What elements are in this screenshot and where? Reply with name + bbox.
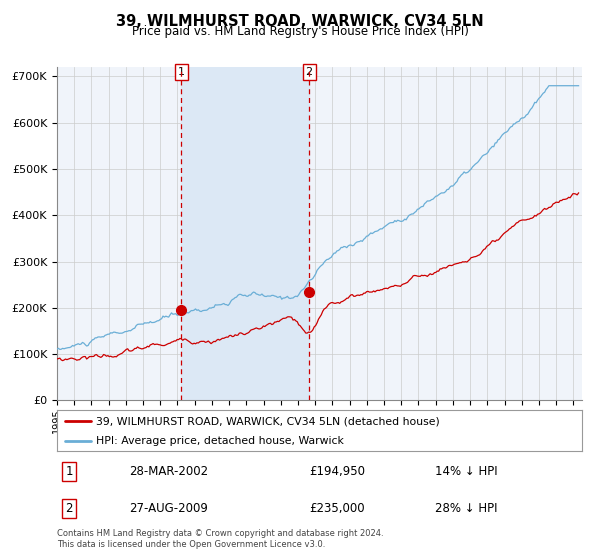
Text: Price paid vs. HM Land Registry's House Price Index (HPI): Price paid vs. HM Land Registry's House … — [131, 25, 469, 38]
Text: £194,950: £194,950 — [309, 465, 365, 478]
Text: 27-AUG-2009: 27-AUG-2009 — [129, 502, 208, 515]
Text: 28-MAR-2002: 28-MAR-2002 — [129, 465, 208, 478]
Text: 39, WILMHURST ROAD, WARWICK, CV34 5LN: 39, WILMHURST ROAD, WARWICK, CV34 5LN — [116, 14, 484, 29]
Text: 1: 1 — [65, 465, 73, 478]
Bar — [181, 67, 309, 400]
Text: £235,000: £235,000 — [309, 502, 365, 515]
Text: 14% ↓ HPI: 14% ↓ HPI — [435, 465, 497, 478]
Text: 1: 1 — [178, 67, 185, 77]
Text: 2: 2 — [65, 502, 73, 515]
Text: HPI: Average price, detached house, Warwick: HPI: Average price, detached house, Warw… — [97, 436, 344, 446]
Text: 39, WILMHURST ROAD, WARWICK, CV34 5LN (detached house): 39, WILMHURST ROAD, WARWICK, CV34 5LN (d… — [97, 417, 440, 426]
Text: 28% ↓ HPI: 28% ↓ HPI — [435, 502, 497, 515]
Text: Contains HM Land Registry data © Crown copyright and database right 2024.
This d: Contains HM Land Registry data © Crown c… — [57, 529, 383, 549]
Text: 2: 2 — [305, 67, 313, 77]
